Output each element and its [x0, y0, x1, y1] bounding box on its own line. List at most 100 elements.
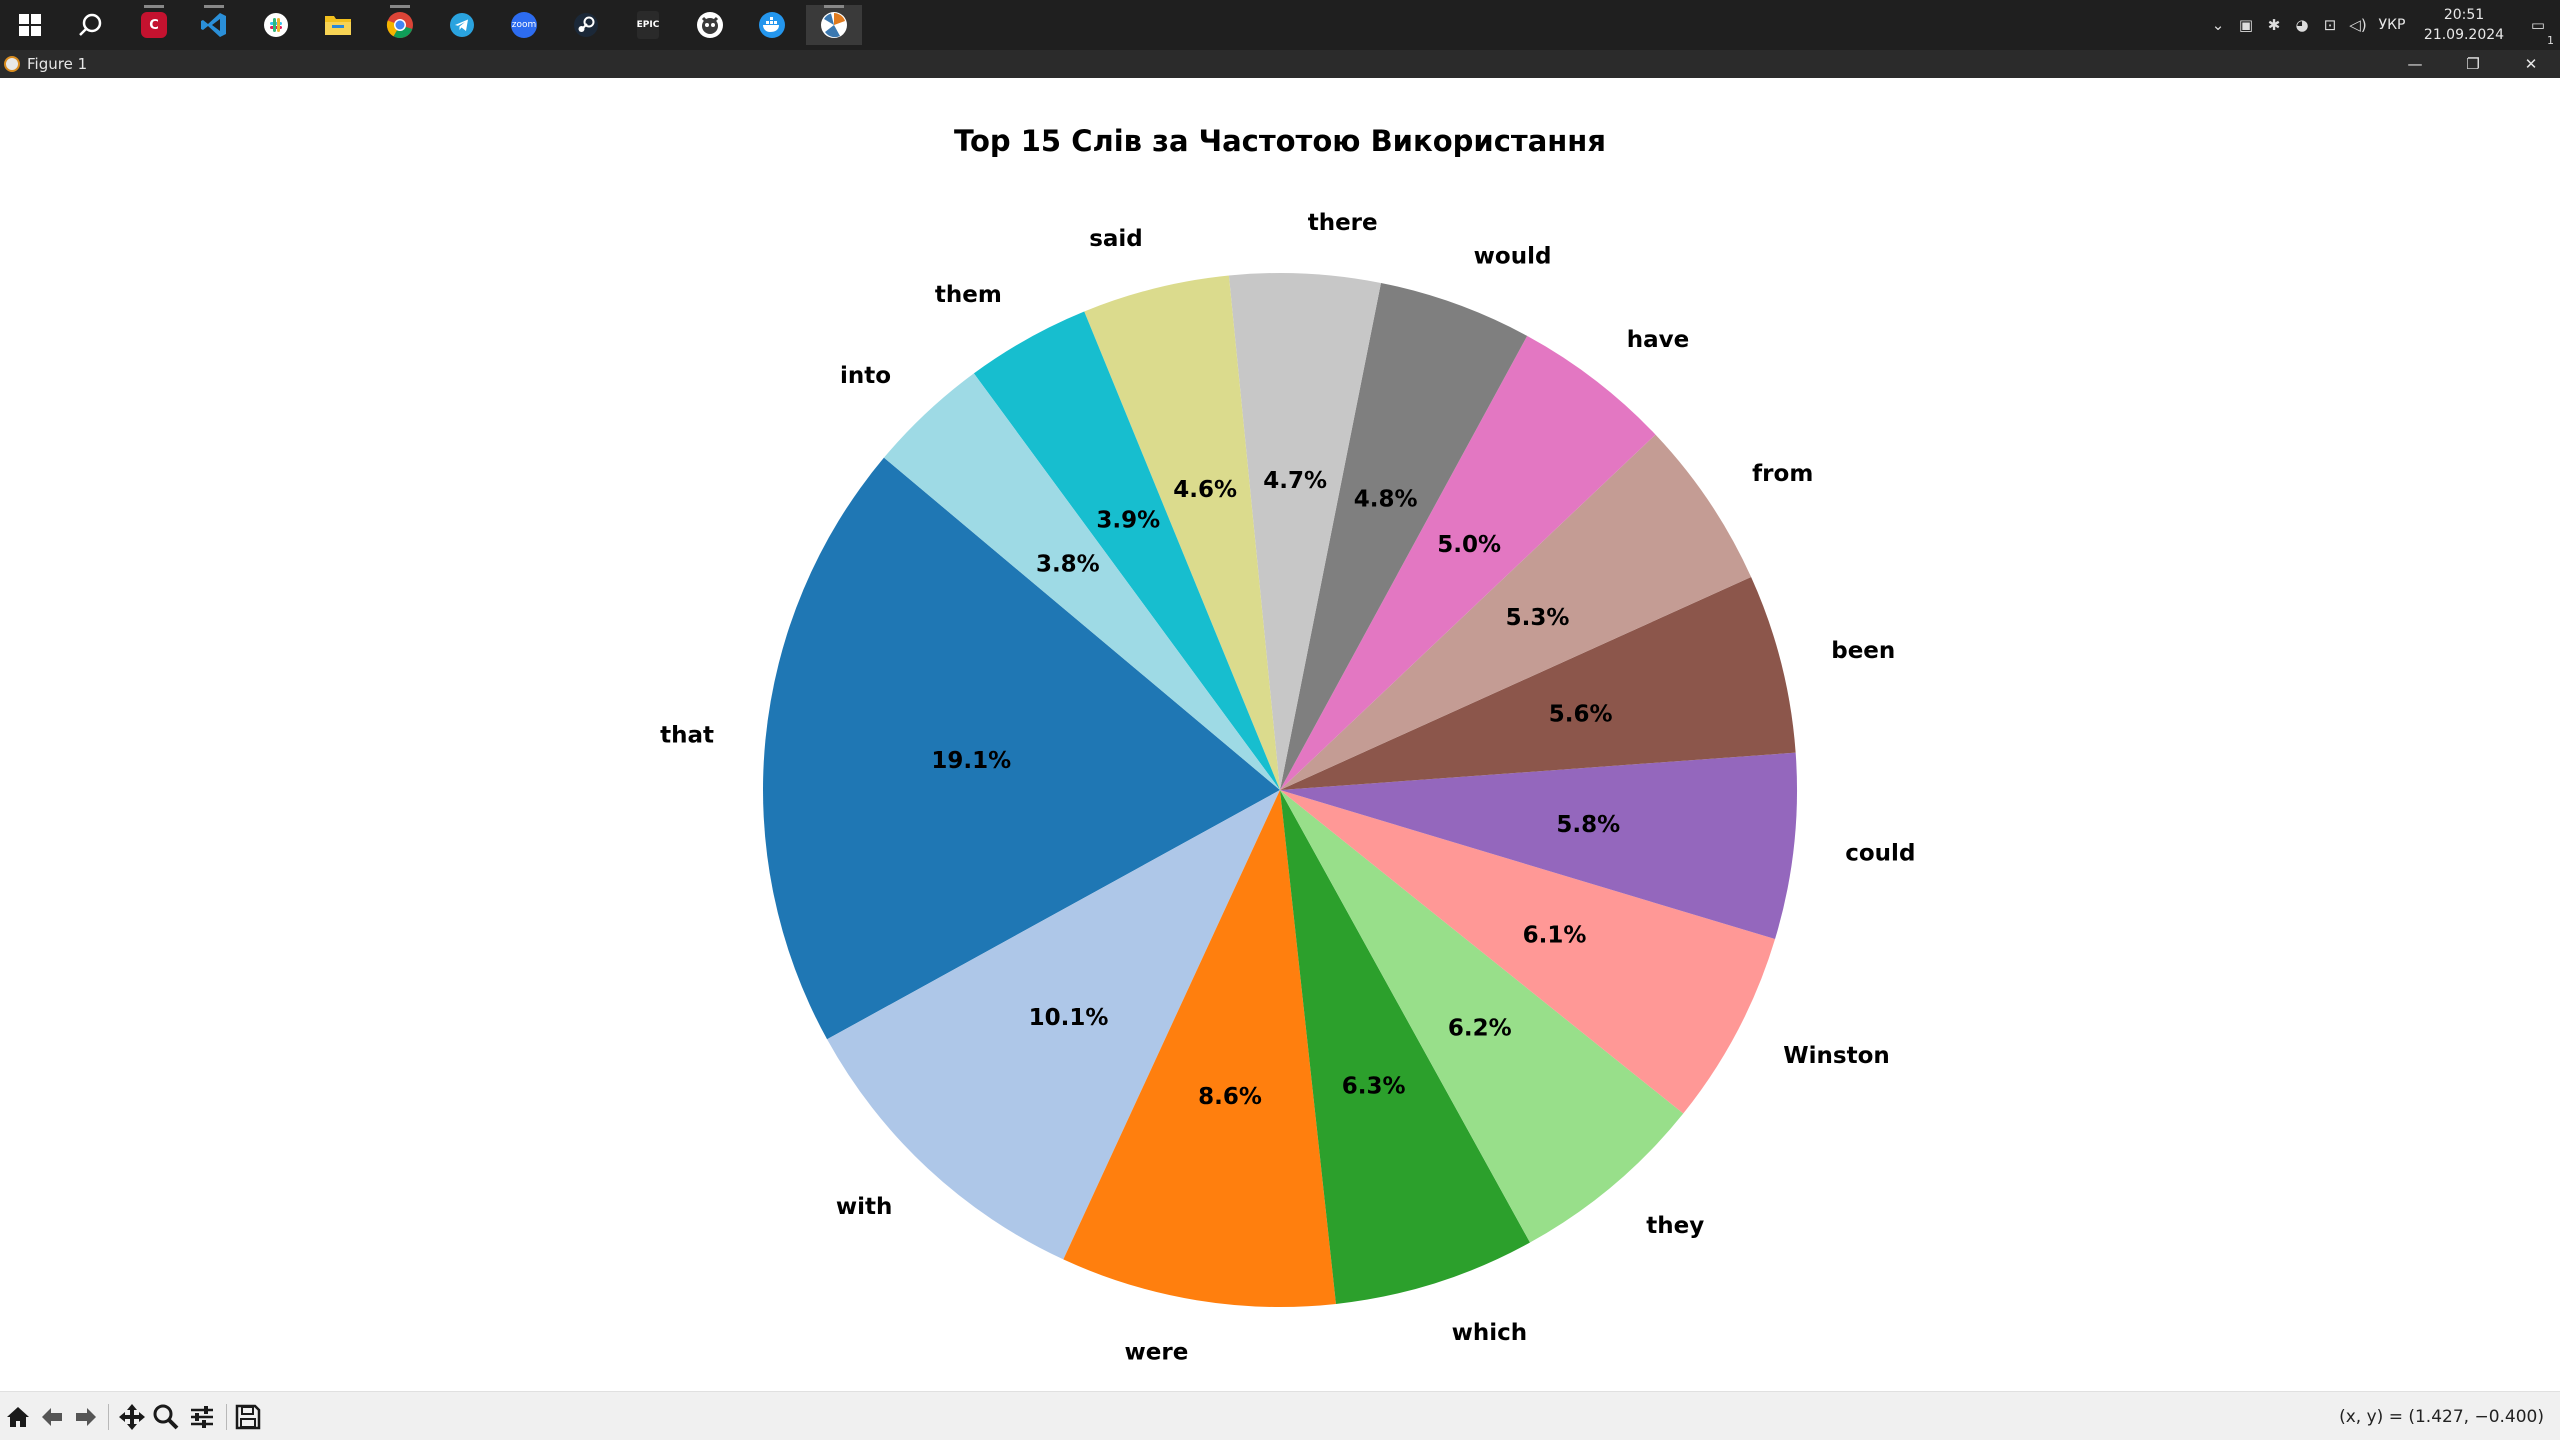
clock[interactable]: 20:51 21.09.2024	[2412, 5, 2516, 45]
slice-percent-label: 3.8%	[1036, 552, 1100, 578]
screen-capture-icon[interactable]: ▣	[2238, 16, 2254, 34]
pie-slice-said	[1084, 275, 1280, 790]
language-indicator[interactable]: УКР	[2378, 17, 2406, 33]
taskbar-epic-games[interactable]: EPIC	[620, 5, 676, 45]
slice-percent-label: 19.1%	[931, 748, 1011, 774]
pan-move-icon	[119, 1404, 145, 1430]
taskbar-zoom[interactable]: zoom	[496, 5, 552, 45]
slice-label: from	[1752, 461, 1813, 487]
minimize-icon: —	[2407, 55, 2423, 73]
taskbar-docker[interactable]	[744, 5, 800, 45]
system-tray: ⌄ ▣ ✱ ◕ ⊡ ◁) УКР 20:51 21.09.2024 ▭ 1	[2204, 0, 2560, 50]
slice-label: would	[1474, 243, 1552, 269]
telegram-icon	[450, 13, 474, 37]
taskbar-slack[interactable]	[248, 5, 304, 45]
taskbar-steam[interactable]	[558, 5, 614, 45]
pie-slices	[763, 273, 1797, 1307]
notification-count: 1	[2547, 34, 2554, 47]
taskbar-app-red-c[interactable]: C	[126, 5, 182, 45]
taskbar-telegram[interactable]	[434, 5, 490, 45]
taskbar-vscode[interactable]	[186, 5, 242, 45]
slice-percent-label: 6.1%	[1523, 922, 1587, 948]
pie-slice-that	[763, 457, 1280, 1040]
minimize-button[interactable]: —	[2386, 50, 2444, 78]
home-button[interactable]	[2, 1401, 34, 1433]
close-button[interactable]: ✕	[2502, 50, 2560, 78]
slack-icon	[264, 13, 288, 37]
slice-percent-label: 5.6%	[1549, 702, 1613, 728]
slice-label: into	[840, 363, 891, 389]
window-title: Figure 1	[27, 55, 88, 73]
network-icon[interactable]: ⊡	[2323, 16, 2337, 34]
chevron-up-icon[interactable]: ⌄	[2211, 16, 2225, 34]
windows-taskbar: C zoo	[0, 0, 2560, 50]
figure-canvas[interactable]: Top 15 Слів за Частотою Використання tha…	[0, 78, 2560, 1391]
zoom-icon: zoom	[511, 12, 537, 38]
volume-icon[interactable]: ◁)	[2349, 16, 2367, 34]
notification-center-button[interactable]: ▭ 1	[2516, 16, 2560, 47]
slice-label: said	[1089, 226, 1143, 252]
vscode-icon	[201, 13, 226, 37]
steam-icon	[574, 13, 598, 37]
slice-label: Winston	[1783, 1043, 1890, 1069]
taskbar-search-button[interactable]	[62, 5, 118, 45]
pie-slice-were	[1063, 790, 1336, 1307]
configure-subplots-button[interactable]	[186, 1401, 218, 1433]
slack-tray-icon[interactable]: ✱	[2267, 16, 2281, 34]
back-arrow-icon	[42, 1408, 62, 1426]
pie-slice-there	[1228, 273, 1381, 790]
slice-percent-label: 4.7%	[1263, 468, 1327, 494]
configure-subplots-icon	[191, 1406, 213, 1428]
search-icon	[79, 13, 102, 36]
windows-start-button[interactable]	[2, 5, 58, 45]
back-button[interactable]	[36, 1401, 68, 1433]
restore-icon: ❐	[2466, 55, 2480, 73]
slice-percent-label: 4.8%	[1354, 486, 1418, 512]
notification-icon: ▭	[2530, 16, 2546, 34]
slice-percent-label: 5.0%	[1437, 532, 1501, 558]
app-red-c-icon: C	[141, 12, 167, 38]
pie-slice-into	[883, 373, 1280, 790]
python-figure-icon	[821, 12, 847, 38]
slice-label: could	[1845, 840, 1915, 866]
cat-app-tray-icon[interactable]: ◕	[2295, 16, 2309, 34]
slice-label: were	[1125, 1339, 1189, 1365]
forward-button[interactable]	[70, 1401, 102, 1433]
chart-title: Top 15 Слів за Частотою Використання	[954, 124, 1606, 158]
pie-slice-winston	[1280, 790, 1776, 1114]
taskbar-file-explorer[interactable]	[310, 5, 366, 45]
slice-percent-label: 5.3%	[1506, 605, 1570, 631]
save-floppy-icon	[235, 1404, 261, 1430]
save-button[interactable]	[232, 1401, 264, 1433]
taskbar-python-figure[interactable]	[806, 5, 862, 45]
navigation-toolbar: (x, y) = (1.427, −0.400)	[0, 1391, 2560, 1440]
zoom-magnifier-icon	[153, 1404, 179, 1430]
slice-label: them	[935, 282, 1002, 308]
clock-date: 21.09.2024	[2423, 27, 2505, 43]
restore-button[interactable]: ❐	[2444, 50, 2502, 78]
slice-percent-label: 4.6%	[1173, 477, 1237, 503]
toolbar-separator	[108, 1404, 109, 1430]
window-title-bar: Figure 1 — ❐ ✕	[0, 50, 2560, 78]
cursor-coordinates: (x, y) = (1.427, −0.400)	[2339, 1407, 2544, 1427]
slice-label: that	[660, 723, 714, 749]
file-explorer-icon	[325, 16, 351, 35]
slice-percent-label: 5.8%	[1556, 812, 1620, 838]
pan-button[interactable]	[116, 1401, 148, 1433]
slice-percent-label: 6.2%	[1448, 1015, 1512, 1041]
taskbar-chrome[interactable]	[372, 5, 428, 45]
slice-label: there	[1308, 210, 1378, 236]
slice-label: been	[1831, 638, 1895, 664]
forward-arrow-icon	[76, 1408, 96, 1426]
toolbar-separator	[226, 1404, 227, 1430]
taskbar-github-desktop[interactable]	[682, 5, 738, 45]
github-desktop-icon	[697, 12, 723, 38]
zoom-button[interactable]	[150, 1401, 182, 1433]
slice-percent-label: 8.6%	[1198, 1084, 1262, 1110]
slice-percent-label: 10.1%	[1029, 1005, 1109, 1031]
home-icon	[7, 1407, 29, 1427]
pie-slice-been	[1280, 577, 1796, 790]
pie-chart: Top 15 Слів за Частотою Використання tha…	[660, 124, 1915, 1365]
figure-app-icon	[4, 56, 20, 72]
pie-labels: that 19.1% with 10.1% were 8.6% which 6.3% they 6…	[660, 210, 1915, 1365]
